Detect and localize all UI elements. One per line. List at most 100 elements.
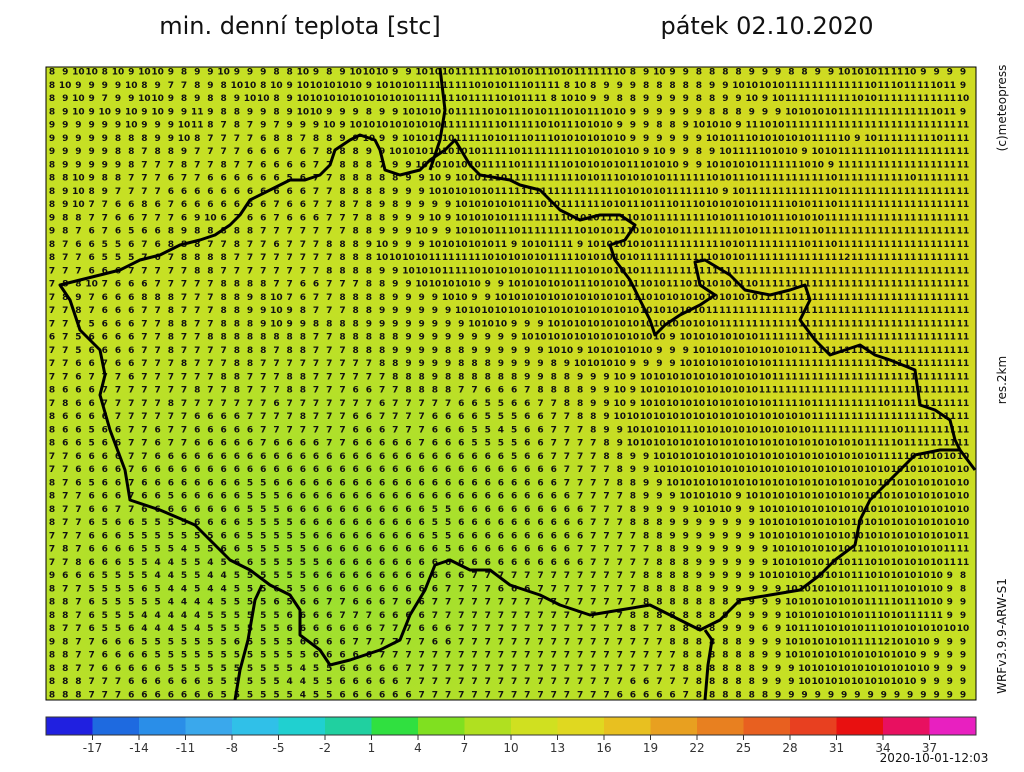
grid-value: 9 (405, 359, 411, 369)
grid-value: 9 (603, 372, 609, 382)
grid-value: 7 (326, 359, 332, 369)
grid-value: 9 (775, 611, 781, 621)
grid-value: 10 (745, 134, 758, 144)
grid-value: 8 (128, 160, 134, 170)
grid-value: 5 (273, 651, 279, 661)
grid-value: 4 (181, 611, 187, 621)
grid-value: 6 (141, 651, 147, 661)
grid-value: 7 (62, 319, 68, 329)
grid-value: 8 (696, 651, 702, 661)
grid-value: 6 (471, 505, 477, 515)
grid-value: 11 (508, 174, 521, 184)
grid-value: 10 (706, 439, 719, 449)
grid-value: 9 (656, 346, 662, 356)
grid-value: 9 (392, 160, 398, 170)
grid-value: 7 (379, 624, 385, 634)
grid-value: 7 (511, 571, 517, 581)
grid-value: 9 (960, 651, 966, 661)
grid-value: 10 (653, 452, 666, 462)
grid-value: 6 (524, 425, 530, 435)
grid-value: 11 (759, 293, 772, 303)
grid-value: 6 (88, 545, 94, 555)
grid-value: 8 (696, 147, 702, 157)
grid-value: 11 (825, 425, 838, 435)
grid-value: 6 (128, 651, 134, 661)
grid-value: 10 (693, 492, 706, 502)
grid-value: 11 (930, 399, 943, 409)
grid-value: 11 (878, 584, 891, 594)
grid-value: 12 (838, 253, 851, 263)
grid-value: 7 (207, 240, 213, 250)
grid-value: 8 (656, 121, 662, 131)
grid-value: 10 (785, 134, 798, 144)
grid-value: 11 (944, 107, 957, 117)
grid-value: 11 (772, 280, 785, 290)
grid-value: 6 (432, 584, 438, 594)
grid-value: 8 (630, 505, 636, 515)
grid-value: 9 (471, 346, 477, 356)
grid-value: 10 (891, 584, 904, 594)
grid-value: 10 (561, 68, 574, 78)
grid-value: 10 (561, 134, 574, 144)
grid-value: 5 (247, 545, 253, 555)
grid-value: 9 (102, 121, 108, 131)
grid-value: 9 (445, 333, 451, 343)
grid-value: 5 (154, 584, 160, 594)
grid-value: 6 (75, 425, 81, 435)
grid-value: 6 (405, 558, 411, 568)
grid-value: 7 (564, 584, 570, 594)
grid-value: 11 (904, 94, 917, 104)
grid-value: 7 (419, 412, 425, 422)
grid-value: 10 (547, 306, 560, 316)
grid-value: 6 (366, 651, 372, 661)
grid-value: 8 (62, 691, 68, 701)
colorbar-segment (232, 717, 279, 735)
grid-value: 7 (353, 280, 359, 290)
grid-value: 11 (838, 160, 851, 170)
grid-value: 7 (471, 677, 477, 687)
grid-value: 6 (498, 492, 504, 502)
grid-value: 7 (260, 266, 266, 276)
grid-value: 6 (313, 465, 319, 475)
grid-value: 7 (656, 664, 662, 674)
grid-value: 9 (775, 68, 781, 78)
grid-value: 5 (247, 505, 253, 515)
grid-value: 6 (75, 571, 81, 581)
grid-value: 6 (300, 213, 306, 223)
grid-value: 11 (917, 81, 930, 91)
grid-value: 5 (287, 598, 293, 608)
copyright-label: (c)meteopress (995, 65, 1009, 152)
grid-value: 10 (442, 68, 455, 78)
grid-value: 7 (49, 545, 55, 555)
grid-value: 11 (534, 227, 547, 237)
grid-value: 5 (313, 558, 319, 568)
grid-value: 6 (207, 518, 213, 528)
grid-value: 6 (260, 465, 266, 475)
grid-value: 7 (669, 664, 675, 674)
grid-value: 10 (785, 227, 798, 237)
grid-value: 11 (679, 227, 692, 237)
grid-value: 8 (287, 68, 293, 78)
grid-value: 9 (379, 306, 385, 316)
grid-value: 8 (643, 571, 649, 581)
grid-value: 9 (960, 598, 966, 608)
grid-value: 6 (511, 465, 517, 475)
grid-value: 7 (339, 439, 345, 449)
grid-value: 7 (471, 691, 477, 701)
colorbar-tick-label: 28 (782, 741, 797, 755)
grid-value: 10 (481, 266, 494, 276)
grid-value: 11 (468, 253, 481, 263)
grid-value: 9 (207, 81, 213, 91)
grid-value: 6 (128, 677, 134, 687)
grid-value: 11 (838, 200, 851, 210)
grid-value: 11 (759, 200, 772, 210)
grid-value: 5 (115, 598, 121, 608)
grid-value: 8 (273, 94, 279, 104)
grid-value: 8 (577, 386, 583, 396)
grid-value: 10 (759, 134, 772, 144)
grid-value: 5 (115, 571, 121, 581)
grid-value: 11 (904, 253, 917, 263)
grid-value: 7 (287, 399, 293, 409)
grid-value: 6 (524, 452, 530, 462)
grid-value: 9 (287, 94, 293, 104)
